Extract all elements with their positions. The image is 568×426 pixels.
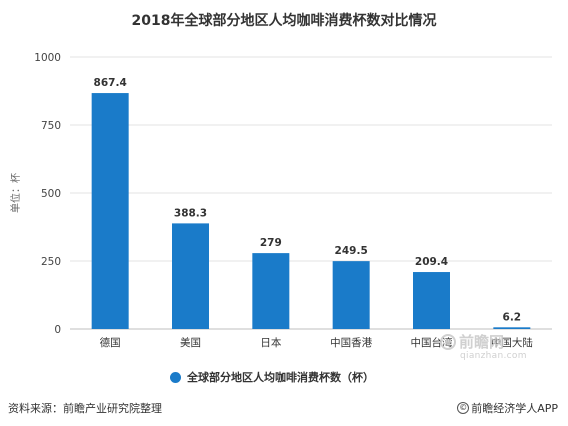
data-labels: 867.4 388.3 279 249.5 209.4 6.2 [94,77,522,323]
bar [413,272,450,329]
x-tick-label: 中国香港 [330,336,372,349]
watermark-url: qianzhan.com [460,351,527,361]
x-tick-label: 德国 [100,336,121,349]
legend: 全球部分地区人均咖啡消费杯数（杯） [170,369,374,385]
watermark: 前瞻网 qianzhan.com [440,331,527,361]
x-tick-label: 中国大陆 [491,336,533,349]
bars [91,93,531,329]
copyright-icon: © [457,402,470,414]
copyright-text: 前瞻经济学人APP [471,402,558,415]
data-label: 209.4 [415,256,448,268]
copyright-note: © 前瞻经济学人APP [457,400,558,416]
bar [91,93,129,329]
bar [332,261,370,329]
x-tick-label: 美国 [180,336,201,349]
y-tick-label: 750 [41,120,61,132]
legend-label: 全球部分地区人均咖啡消费杯数（杯） [187,371,374,384]
data-label: 279 [260,237,282,249]
chart-title: 2018年全球部分地区人均咖啡消费杯数对比情况 [131,13,437,29]
data-label: 388.3 [174,207,207,219]
y-tick-label: 250 [41,256,61,268]
y-tick-label: 1000 [34,52,61,64]
data-label: 6.2 [503,311,522,323]
gridlines [70,56,552,330]
data-label: 867.4 [94,77,127,89]
y-tick-label: 0 [54,324,61,336]
y-axis-ticks: 0 250 500 750 1000 [34,52,61,336]
bar [172,223,209,329]
bar [252,253,290,329]
watermark-brand: 前瞻网 [459,333,505,351]
y-tick-label: 500 [41,188,61,200]
qianzhan-logo-icon [440,333,456,350]
y-axis-title: 单位：杯 [9,173,22,213]
data-label: 249.5 [335,245,368,257]
x-tick-label: 日本 [260,336,281,349]
bar [493,327,531,329]
legend-swatch-icon [170,371,181,383]
source-note: 资料来源：前瞻产业研究院整理 [8,402,162,415]
